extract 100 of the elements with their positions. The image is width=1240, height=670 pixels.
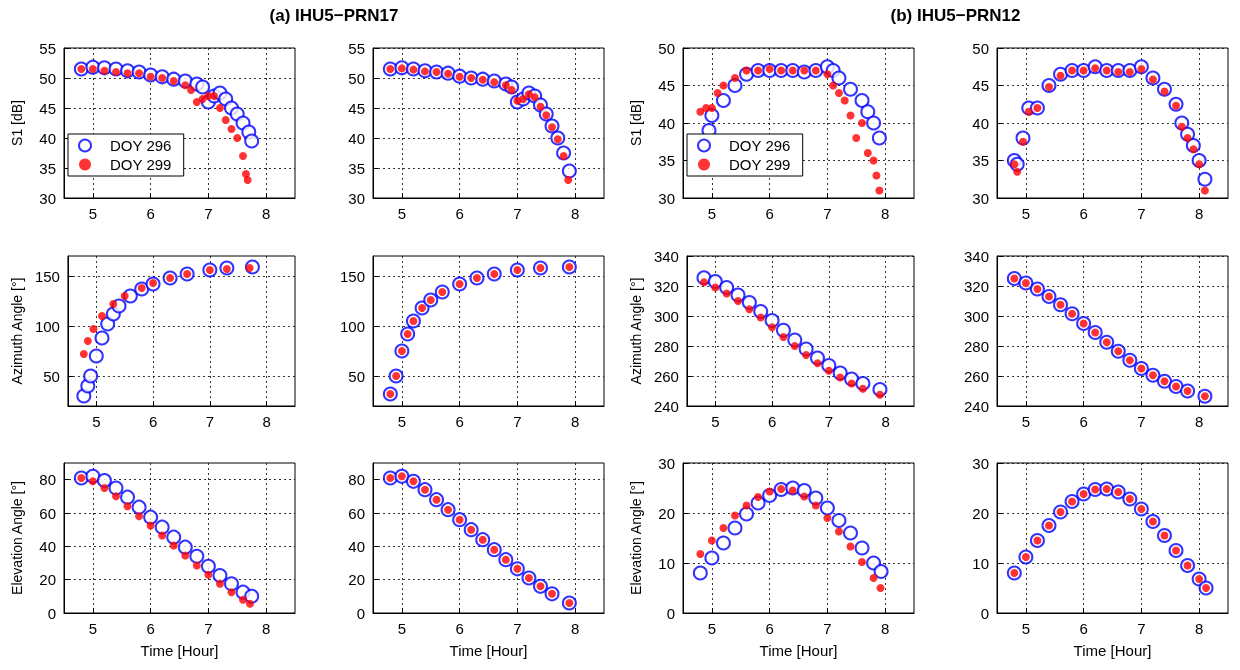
x-tick-label: 6 [455, 413, 464, 430]
y-tick-label: 20 [972, 504, 989, 522]
x-tick-label: 7 [513, 620, 522, 637]
y-tick-label: 50 [39, 69, 56, 87]
x-tick-label: 5 [88, 205, 98, 222]
x-tick-label: 5 [1021, 413, 1031, 430]
y-tick-label: 0 [356, 604, 365, 622]
x-axis-title: Time [Hour] [140, 642, 219, 659]
x-axis-title: Time [Hour] [1073, 642, 1152, 659]
legend-label: DOY 296 [110, 137, 172, 154]
x-tick-label: 5 [707, 620, 717, 637]
x-tick-label: 5 [711, 413, 720, 430]
x-tick-label: 5 [1021, 205, 1031, 222]
y-tick-label: 35 [972, 152, 989, 169]
y-tick-label: 20 [348, 571, 365, 589]
x-tick-label: 6 [765, 620, 774, 637]
x-tick-label: 7 [205, 413, 215, 430]
y-tick-label: 45 [39, 99, 56, 117]
x-tick-label: 6 [1079, 205, 1088, 222]
x-tick-label: 6 [148, 413, 158, 430]
x-tick-label: 6 [146, 205, 155, 222]
y-tick-label: 240 [963, 397, 989, 415]
y-tick-label: 40 [348, 537, 365, 555]
y-tick-label: 20 [39, 571, 56, 589]
y-tick-label: 0 [47, 604, 56, 622]
x-tick-label: 8 [880, 205, 890, 222]
y-tick-label: 280 [653, 337, 679, 355]
y-axis-title: Azimuth Angle [°] [9, 277, 25, 385]
x-tick-label: 8 [881, 413, 890, 430]
y-tick-label: 10 [658, 554, 675, 572]
x-tick-label: 6 [455, 620, 464, 637]
y-tick-label: 55 [39, 39, 56, 57]
y-tick-label: 150 [34, 267, 60, 285]
y-tick-label: 150 [339, 267, 365, 285]
x-tick-label: 8 [880, 620, 890, 637]
x-tick-label: 7 [204, 620, 213, 637]
x-tick-label: 5 [92, 413, 101, 430]
x-tick-label: 7 [1137, 620, 1146, 637]
y-tick-label: 40 [39, 129, 56, 147]
y-tick-label: 320 [653, 277, 679, 295]
y-tick-label: 40 [348, 129, 365, 147]
x-tick-label: 7 [513, 413, 522, 430]
y-tick-label: 40 [972, 114, 989, 132]
x-tick-label: 7 [823, 620, 832, 637]
x-tick-label: 8 [1194, 205, 1204, 222]
x-tick-label: 6 [767, 413, 777, 430]
y-axis-title: Elevation Angle [°] [9, 481, 25, 595]
x-tick-label: 8 [570, 620, 580, 637]
y-tick-label: 100 [339, 317, 365, 335]
x-tick-label: 5 [707, 205, 717, 222]
x-tick-label: 5 [88, 620, 98, 637]
text: (b) IHU5−PRN12 [889, 6, 1022, 26]
x-tick-label: 5 [397, 413, 407, 430]
y-tick-label: 280 [963, 337, 989, 355]
y-tick-label: 45 [658, 77, 675, 94]
x-tick-label: 6 [765, 205, 774, 222]
x-tick-label: 7 [1137, 413, 1146, 430]
x-tick-label: 7 [824, 413, 834, 430]
y-tick-label: 50 [348, 69, 365, 87]
x-tick-label: 6 [1079, 620, 1088, 637]
x-tick-label: 7 [204, 205, 213, 222]
x-tick-label: 6 [1079, 413, 1088, 430]
y-tick-label: 80 [348, 471, 365, 489]
x-tick-label: 6 [146, 620, 155, 637]
x-tick-label: 8 [570, 205, 580, 222]
y-tick-label: 50 [43, 367, 60, 385]
x-tick-label: 5 [397, 620, 407, 637]
y-tick-label: 320 [963, 277, 989, 295]
x-tick-label: 8 [261, 620, 271, 637]
y-tick-label: 80 [39, 471, 56, 489]
legend-label: DOY 296 [729, 137, 791, 154]
y-tick-label: 40 [39, 537, 56, 555]
y-tick-label: 50 [658, 39, 675, 57]
y-tick-label: 35 [658, 152, 675, 169]
y-tick-label: 45 [348, 99, 365, 117]
y-axis-title: Elevation Angle [°] [628, 481, 644, 595]
x-tick-label: 7 [513, 205, 522, 222]
y-tick-label: 30 [972, 454, 989, 472]
y-tick-label: 100 [34, 317, 60, 335]
y-tick-label: 260 [963, 367, 989, 385]
y-tick-label: 300 [653, 307, 679, 325]
y-tick-label: 260 [653, 367, 679, 385]
y-tick-label: 20 [658, 504, 675, 522]
x-tick-label: 8 [261, 205, 271, 222]
y-tick-label: 340 [653, 247, 679, 265]
y-axis-title: S1 [dB] [9, 100, 25, 146]
y-tick-label: 0 [666, 604, 675, 622]
y-tick-label: 0 [980, 604, 989, 622]
y-tick-label: 35 [39, 159, 56, 177]
x-tick-label: 8 [1194, 413, 1204, 430]
y-axis-title: S1 [dB] [628, 100, 644, 146]
x-tick-label: 5 [397, 205, 407, 222]
legend-label: DOY 299 [729, 156, 791, 173]
x-tick-label: 8 [262, 413, 271, 430]
x-axis-title: Time [Hour] [759, 642, 838, 659]
x-tick-label: 6 [455, 205, 464, 222]
y-tick-label: 30 [972, 189, 989, 207]
y-tick-label: 50 [972, 39, 989, 57]
y-tick-label: 35 [348, 159, 365, 177]
x-tick-label: 7 [823, 205, 832, 222]
